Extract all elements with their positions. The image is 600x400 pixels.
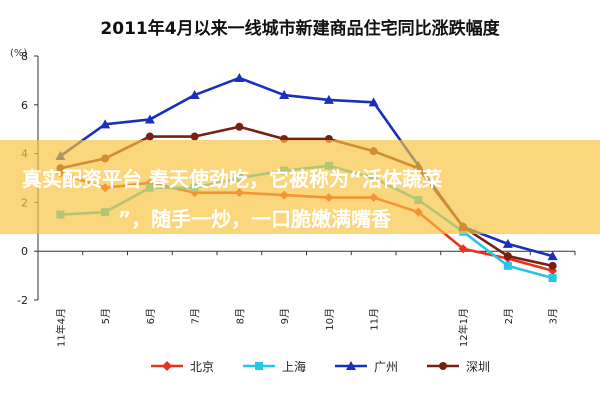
x-tick-label: 11月 <box>369 308 381 331</box>
x-tick-label: 2月 <box>503 308 515 324</box>
data-point <box>548 274 557 283</box>
x-tick-label: 11年4月 <box>54 308 67 347</box>
y-tick-label: 8 <box>21 50 28 63</box>
legend-swatch <box>151 361 183 371</box>
chart-title: 2011年4月以来一线城市新建商品住宅同比涨跌幅度 <box>100 19 500 39</box>
data-point <box>190 132 199 141</box>
data-point <box>547 251 558 261</box>
legend-label: 深圳 <box>466 359 491 374</box>
x-tick-label: 7月 <box>190 308 202 324</box>
data-point <box>503 252 512 261</box>
legend-item: 北京 <box>150 358 214 375</box>
ad-banner-text-line2[interactable]: ”，随手一炒，一口脆嫩满嘴香 <box>118 207 392 231</box>
x-tick-label: 8月 <box>234 308 246 324</box>
data-point <box>235 122 244 131</box>
data-point <box>189 90 200 100</box>
data-point <box>279 90 290 100</box>
y-tick-label: 0 <box>21 245 28 258</box>
data-point <box>234 72 245 82</box>
data-point <box>368 97 379 107</box>
data-point <box>145 132 154 141</box>
x-tick-label: 12年1月 <box>457 308 470 347</box>
x-tick-label: 3月 <box>548 308 560 324</box>
data-point <box>502 238 513 248</box>
data-point <box>323 94 334 104</box>
y-axis-unit-label: (%) <box>10 48 28 59</box>
data-point <box>548 261 557 270</box>
y-tick-label: -2 <box>17 294 28 307</box>
y-tick-label: 6 <box>21 99 28 112</box>
ad-banner-overlay[interactable] <box>0 140 600 234</box>
x-tick-label: 9月 <box>279 308 291 324</box>
data-point <box>100 119 111 129</box>
legend-swatch <box>427 362 460 370</box>
chart-legend: 北京 上海 广州 深圳 <box>150 356 490 376</box>
legend-item: 深圳 <box>426 358 490 375</box>
data-point <box>144 114 155 124</box>
legend-swatch <box>243 362 276 370</box>
x-tick-label: 10月 <box>324 308 336 331</box>
x-tick-label: 5月 <box>100 308 112 324</box>
legend-label: 北京 <box>190 359 215 374</box>
data-point <box>503 261 512 270</box>
x-tick-label: 6月 <box>145 308 157 324</box>
legend-label: 上海 <box>282 359 307 374</box>
data-point <box>458 244 468 254</box>
legend-item: 上海 <box>242 358 306 375</box>
legend-swatch <box>335 361 368 370</box>
legend-label: 广州 <box>374 359 399 374</box>
legend-item: 广州 <box>334 358 398 375</box>
ad-banner-text-line1[interactable]: 真实配资平台 春天使劲吃，它被称为“活体蔬菜 <box>22 167 443 191</box>
